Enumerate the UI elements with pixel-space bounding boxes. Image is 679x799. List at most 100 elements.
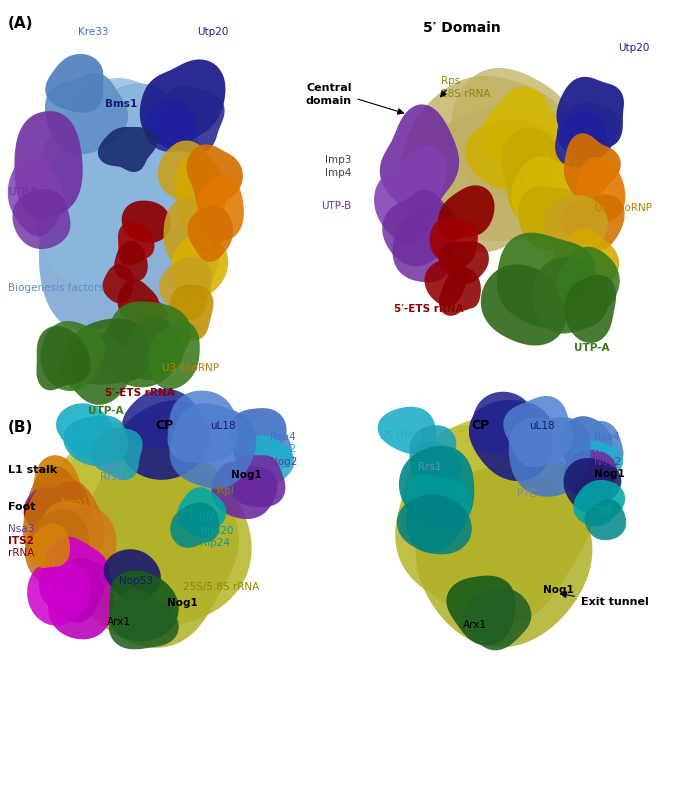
Polygon shape [104, 549, 161, 600]
Text: 5′-ETS rRNA: 5′-ETS rRNA [105, 388, 175, 398]
Text: Kre33: Kre33 [78, 27, 109, 37]
Polygon shape [557, 102, 619, 161]
Text: ITS2: ITS2 [8, 536, 34, 546]
Text: Imp4: Imp4 [325, 169, 352, 178]
Polygon shape [409, 425, 456, 488]
Polygon shape [569, 440, 623, 486]
Text: Nog2: Nog2 [270, 457, 297, 467]
Polygon shape [405, 474, 472, 553]
Text: Rlp24: Rlp24 [200, 539, 230, 548]
Polygon shape [511, 157, 582, 235]
Polygon shape [575, 157, 625, 222]
Text: Rrs1: Rrs1 [418, 462, 442, 471]
Text: Nop53: Nop53 [119, 576, 153, 586]
Polygon shape [424, 257, 467, 306]
Polygon shape [45, 54, 103, 113]
Polygon shape [450, 68, 574, 198]
Text: 5′ Domain: 5′ Domain [423, 21, 500, 35]
Text: 25S/5.8S rRNA: 25S/5.8S rRNA [183, 582, 259, 592]
Polygon shape [242, 435, 295, 489]
Polygon shape [573, 480, 625, 527]
Polygon shape [98, 127, 158, 172]
Text: CP: CP [471, 419, 489, 432]
Polygon shape [39, 83, 222, 332]
Polygon shape [65, 318, 151, 384]
Text: Arx1: Arx1 [107, 617, 131, 626]
Text: UTP-A: UTP-A [574, 343, 609, 352]
Polygon shape [560, 416, 613, 473]
Polygon shape [439, 241, 489, 284]
Polygon shape [122, 201, 170, 243]
Polygon shape [395, 425, 593, 626]
Text: (B): (B) [8, 420, 33, 435]
Polygon shape [48, 558, 114, 639]
Text: Nog2: Nog2 [594, 457, 621, 467]
Polygon shape [399, 446, 474, 527]
Polygon shape [164, 197, 220, 267]
Polygon shape [481, 264, 566, 345]
Polygon shape [56, 403, 115, 459]
Polygon shape [32, 78, 194, 293]
Polygon shape [416, 467, 592, 647]
Text: Nog1: Nog1 [231, 471, 261, 480]
Polygon shape [229, 408, 287, 467]
Polygon shape [167, 284, 214, 340]
Polygon shape [187, 145, 243, 213]
Polygon shape [555, 111, 607, 167]
Polygon shape [412, 442, 463, 500]
Polygon shape [446, 575, 515, 646]
Text: PTC: PTC [517, 489, 536, 499]
Text: U3 snoRNP: U3 snoRNP [595, 203, 652, 213]
Text: Nop7: Nop7 [51, 590, 78, 600]
Polygon shape [557, 77, 624, 147]
Text: Rpl: Rpl [217, 486, 234, 495]
Text: Tif6: Tif6 [197, 513, 216, 523]
Polygon shape [378, 407, 436, 454]
Text: Nsa2: Nsa2 [270, 444, 297, 454]
Polygon shape [35, 481, 92, 549]
Text: Rsa4: Rsa4 [270, 432, 296, 442]
Polygon shape [501, 128, 566, 224]
Polygon shape [157, 85, 225, 153]
Polygon shape [465, 119, 559, 189]
Text: Rps: Rps [441, 77, 460, 86]
Polygon shape [14, 111, 83, 218]
Text: Bms1: Bms1 [105, 99, 137, 109]
Polygon shape [28, 466, 75, 531]
Polygon shape [69, 442, 239, 648]
Polygon shape [48, 435, 252, 629]
Polygon shape [564, 133, 621, 201]
Text: Rrs1: Rrs1 [100, 472, 124, 482]
Polygon shape [12, 189, 71, 249]
Text: Imp3: Imp3 [325, 155, 352, 165]
Polygon shape [91, 428, 143, 480]
Text: Nog1: Nog1 [594, 469, 625, 479]
Polygon shape [126, 316, 183, 380]
Polygon shape [33, 455, 81, 532]
Text: Arx1: Arx1 [463, 620, 488, 630]
Text: UTP-A: UTP-A [88, 407, 124, 416]
Polygon shape [109, 590, 179, 650]
Text: domain: domain [306, 97, 352, 106]
Polygon shape [175, 153, 225, 242]
Text: Biogenesis factors: Biogenesis factors [8, 283, 104, 292]
Polygon shape [509, 417, 591, 497]
Polygon shape [170, 403, 256, 489]
Polygon shape [503, 396, 573, 467]
Polygon shape [469, 392, 541, 455]
Polygon shape [103, 264, 134, 304]
Polygon shape [397, 495, 472, 555]
Text: CP: CP [155, 419, 173, 432]
Polygon shape [37, 326, 91, 391]
Text: Exit tunnel: Exit tunnel [581, 597, 648, 606]
Polygon shape [39, 537, 109, 622]
Polygon shape [556, 247, 620, 321]
Text: Utp20: Utp20 [618, 43, 649, 53]
Polygon shape [170, 235, 228, 300]
Polygon shape [46, 419, 218, 595]
Text: Nsa2: Nsa2 [594, 444, 621, 454]
Polygon shape [568, 421, 623, 473]
Polygon shape [469, 400, 553, 481]
Polygon shape [168, 391, 238, 463]
Polygon shape [229, 455, 285, 507]
